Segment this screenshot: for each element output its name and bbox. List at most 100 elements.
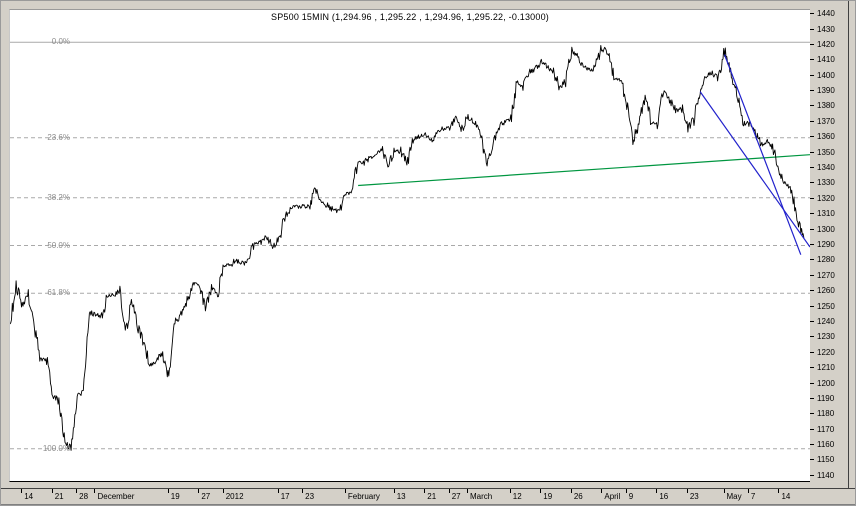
- axis-tick: [810, 336, 814, 338]
- axis-tick: [810, 90, 814, 92]
- price-tick-label: 1350: [817, 147, 835, 157]
- axis-tick: [51, 489, 53, 493]
- price-tick-label: 1420: [817, 39, 835, 49]
- axis-tick: [277, 489, 279, 493]
- time-tick-label: 17: [280, 492, 290, 501]
- axis-tick: [601, 489, 603, 493]
- fib-label: 23.6%: [47, 132, 70, 142]
- price-tick-label: 1270: [817, 270, 835, 280]
- price-tick-label: 1230: [817, 332, 835, 342]
- axis-tick: [810, 13, 814, 15]
- price-tick-label: 1200: [817, 378, 835, 388]
- time-tick-label: 27: [201, 492, 211, 501]
- time-tick-label: 26: [573, 492, 583, 501]
- fib-label: 100.0%: [42, 443, 70, 453]
- axis-tick: [810, 305, 814, 307]
- price-tick-label: 1210: [817, 363, 835, 373]
- time-tick-label: 28: [79, 492, 89, 501]
- axis-tick: [810, 105, 814, 107]
- axis-tick: [810, 182, 814, 184]
- time-tick-label: March: [470, 492, 493, 501]
- price-tick-label: 1410: [817, 55, 835, 65]
- axis-tick: [810, 197, 814, 199]
- axis-tick: [625, 489, 627, 493]
- axis-tick: [810, 428, 814, 430]
- time-tick-label: 19: [543, 492, 553, 501]
- axis-tick: [778, 489, 780, 493]
- price-tick-label: 1380: [817, 101, 835, 111]
- price-tick-label: 1190: [817, 393, 835, 403]
- axis-tick: [810, 382, 814, 384]
- axis-tick: [810, 43, 814, 45]
- price-tick-label: 1300: [817, 224, 835, 234]
- axis-tick: [540, 489, 542, 493]
- axis-tick: [198, 489, 200, 493]
- chart-canvas: [10, 41, 810, 451]
- axis-tick: [393, 489, 395, 493]
- time-tick-label: 16: [659, 492, 669, 501]
- time-tick-label: 14: [781, 492, 791, 501]
- fib-label: 61.8%: [47, 288, 70, 298]
- price-tick-label: 1180: [817, 409, 835, 419]
- price-tick-label: 1280: [817, 255, 835, 265]
- axis-tick: [467, 489, 468, 493]
- price-tick-label: 1240: [817, 316, 835, 326]
- axis-tick: [94, 489, 96, 493]
- fib-label: 38.2%: [47, 192, 70, 202]
- chart-title: SP500 15MIN (1,294.96 , 1,295.22 , 1,294…: [271, 12, 549, 22]
- axis-tick: [344, 489, 346, 493]
- time-tick-label: April: [604, 492, 621, 501]
- axis-tick: [810, 413, 814, 415]
- axis-tick: [810, 367, 814, 369]
- axis-tick: [810, 274, 814, 276]
- axis-tick: [810, 397, 814, 399]
- time-tick-label: 21: [427, 492, 437, 501]
- axis-tick: [810, 290, 814, 292]
- time-tick-label: 7: [750, 492, 756, 501]
- time-tick-label: 13: [396, 492, 406, 501]
- axis-tick: [810, 459, 814, 461]
- axis-tick: [810, 213, 814, 215]
- axis-tick: [21, 489, 23, 493]
- axis-tick: [222, 489, 224, 493]
- axis-tick: [810, 351, 814, 353]
- chart-plot-area[interactable]: SP500 15MIN (1,294.96 , 1,295.22 , 1,294…: [9, 9, 811, 482]
- axis-tick: [810, 259, 814, 261]
- axis-tick: [747, 489, 749, 493]
- trendline-blue-channel-upper[interactable]: [723, 54, 802, 255]
- price-tick-label: 1260: [817, 286, 835, 296]
- trendline-blue-channel-lower[interactable]: [699, 91, 810, 248]
- price-tick-label: 1360: [817, 132, 835, 142]
- time-tick-label: 21: [54, 492, 64, 501]
- price-tick-label: 1250: [817, 301, 835, 311]
- price-tick-label: 1310: [817, 209, 835, 219]
- axis-tick: [810, 320, 814, 322]
- axis-tick: [810, 474, 814, 476]
- axis-tick: [570, 489, 572, 493]
- axis-tick: [656, 489, 658, 493]
- price-tick-label: 1400: [817, 70, 835, 80]
- time-tick-label: 23: [305, 492, 315, 501]
- axis-tick: [810, 59, 814, 61]
- price-tick-label: 1440: [817, 9, 835, 19]
- axis-tick: [448, 489, 450, 493]
- axis-tick: [810, 167, 814, 169]
- price-tick-label: 1160: [817, 440, 835, 450]
- time-tick-label: 19: [170, 492, 180, 501]
- price-tick-label: 1290: [817, 240, 835, 249]
- price-axis[interactable]: 1440 1430 1420 1410 1400 1390 1380 1370 1360 1350…: [810, 1, 849, 488]
- axis-tick: [424, 489, 426, 493]
- time-tick-label: December: [97, 492, 135, 501]
- time-tick-label: February: [347, 492, 380, 501]
- axis-tick: [76, 489, 78, 493]
- axis-tick: [810, 151, 814, 153]
- axis-tick: [810, 74, 814, 76]
- time-tick-label: 23: [689, 492, 699, 501]
- price-tick-label: 1390: [817, 86, 835, 96]
- time-axis[interactable]: 14 21 28 December 19 27 2012 17 23 February 13 21 27…: [1, 488, 855, 505]
- price-tick-label: 1220: [817, 347, 835, 357]
- trendline-green-support[interactable]: [358, 154, 810, 187]
- time-tick-label: 27: [451, 492, 461, 501]
- axis-tick: [686, 489, 688, 493]
